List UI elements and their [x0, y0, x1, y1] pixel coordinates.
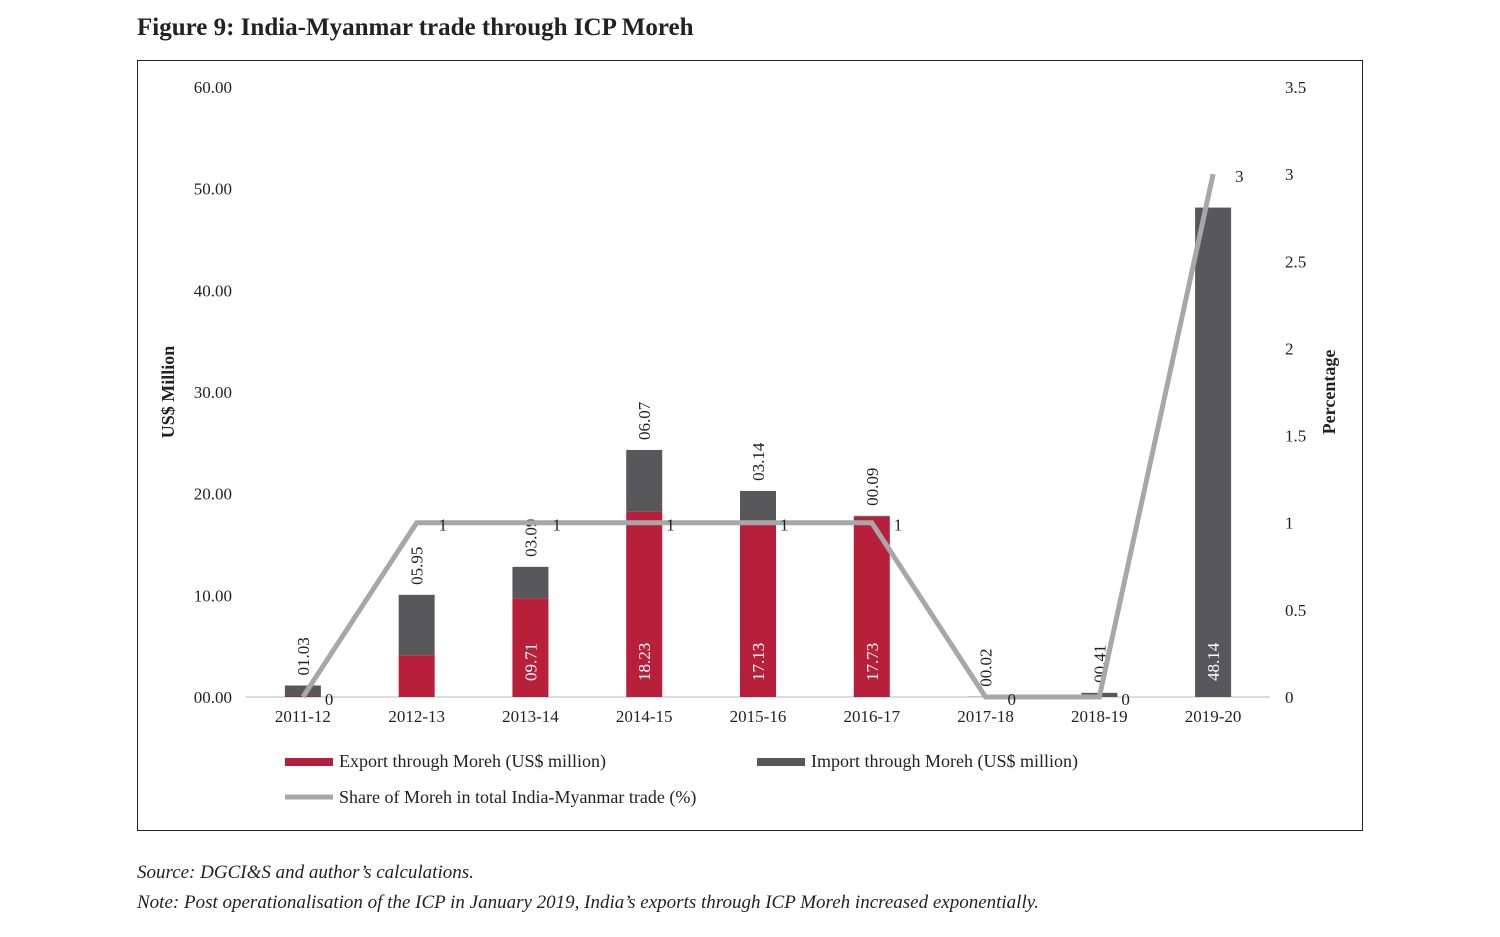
import-bar [1195, 207, 1232, 697]
export-data-label: 17.73 [863, 643, 882, 681]
export-bar [853, 516, 890, 697]
x-tick-label: 2017-18 [957, 707, 1014, 726]
share-data-label: 1 [894, 516, 903, 535]
y-tick-label: 50.00 [194, 180, 232, 199]
export-bar [626, 511, 663, 697]
legend-import-swatch [757, 758, 805, 766]
y-tick-label: 20.00 [194, 485, 232, 504]
x-tick-label: 2019-20 [1185, 707, 1242, 726]
legend-import-label: Import through Moreh (US$ million) [811, 751, 1078, 772]
y2-tick-label: 3 [1285, 165, 1294, 184]
y2-tick-label: 2 [1285, 339, 1294, 358]
import-data-label: 01.03 [294, 637, 313, 675]
import-bar [740, 490, 776, 523]
import-data-label: 00.02 [977, 649, 996, 687]
y2-axis-label: Percentage [1319, 350, 1339, 435]
x-tick-label: 2011-12 [275, 707, 331, 726]
x-tick-label: 2012-13 [388, 707, 445, 726]
import-data-label: 48.14 [1204, 642, 1223, 681]
export-data-label: 17.13 [749, 643, 768, 681]
y-axis-label: US$ Million [158, 346, 178, 439]
import-data-label: 03.14 [749, 442, 768, 481]
x-tick-label: 2014-15 [616, 707, 673, 726]
source-text: Source: DGCI&S and author’s calculations… [137, 862, 474, 883]
export-bar [512, 598, 549, 697]
legend-export-swatch [285, 758, 333, 766]
export-bar [740, 522, 776, 697]
export-data-label: 09.71 [521, 643, 540, 681]
x-tick-label: 2013-14 [502, 707, 559, 726]
import-data-label: 06.07 [635, 401, 654, 440]
share-data-label: 1 [439, 516, 448, 535]
y2-tick-label: 1.5 [1285, 427, 1306, 446]
share-data-label: 3 [1235, 167, 1244, 186]
import-data-label: 05.95 [408, 547, 427, 585]
import-data-label: 03.09 [521, 519, 540, 557]
import-bar [853, 515, 890, 517]
figure-title: Figure 9: India-Myanmar trade through IC… [137, 14, 694, 41]
import-bar [284, 685, 321, 696]
y2-tick-label: 2.5 [1285, 252, 1306, 271]
x-tick-label: 2018-19 [1071, 707, 1128, 726]
y-tick-label: 30.00 [194, 383, 232, 402]
y2-tick-label: 0.5 [1285, 601, 1306, 620]
y2-tick-label: 1 [1285, 514, 1294, 533]
share-data-label: 0 [325, 690, 334, 709]
export-bar [398, 655, 435, 697]
import-data-label: 00.09 [863, 468, 882, 506]
share-data-label: 1 [666, 516, 675, 535]
share-data-label: 1 [780, 516, 789, 535]
legend-share-label: Share of Moreh in total India-Myanmar tr… [339, 787, 696, 808]
import-bar [626, 449, 663, 512]
y-tick-label: 60.00 [194, 78, 232, 97]
note-text: Note: Post operationalisation of the ICP… [137, 892, 1039, 913]
y2-tick-label: 3.5 [1285, 78, 1306, 97]
y-tick-label: 40.00 [194, 281, 232, 300]
chart-frame [137, 60, 1363, 831]
import-bar [398, 594, 435, 656]
share-data-label: 0 [1121, 690, 1130, 709]
legend-export-label: Export through Moreh (US$ million) [339, 751, 606, 772]
import-bar [512, 566, 549, 599]
x-tick-label: 2016-17 [843, 707, 900, 726]
export-data-label: 18.23 [635, 643, 654, 681]
y-tick-label: 10.00 [194, 586, 232, 605]
share-data-label: 0 [1008, 690, 1017, 709]
y-tick-label: 00.00 [194, 688, 232, 707]
x-tick-label: 2015-16 [730, 707, 787, 726]
y2-tick-label: 0 [1285, 688, 1294, 707]
share-data-label: 1 [552, 516, 561, 535]
share-line [300, 173, 1216, 700]
